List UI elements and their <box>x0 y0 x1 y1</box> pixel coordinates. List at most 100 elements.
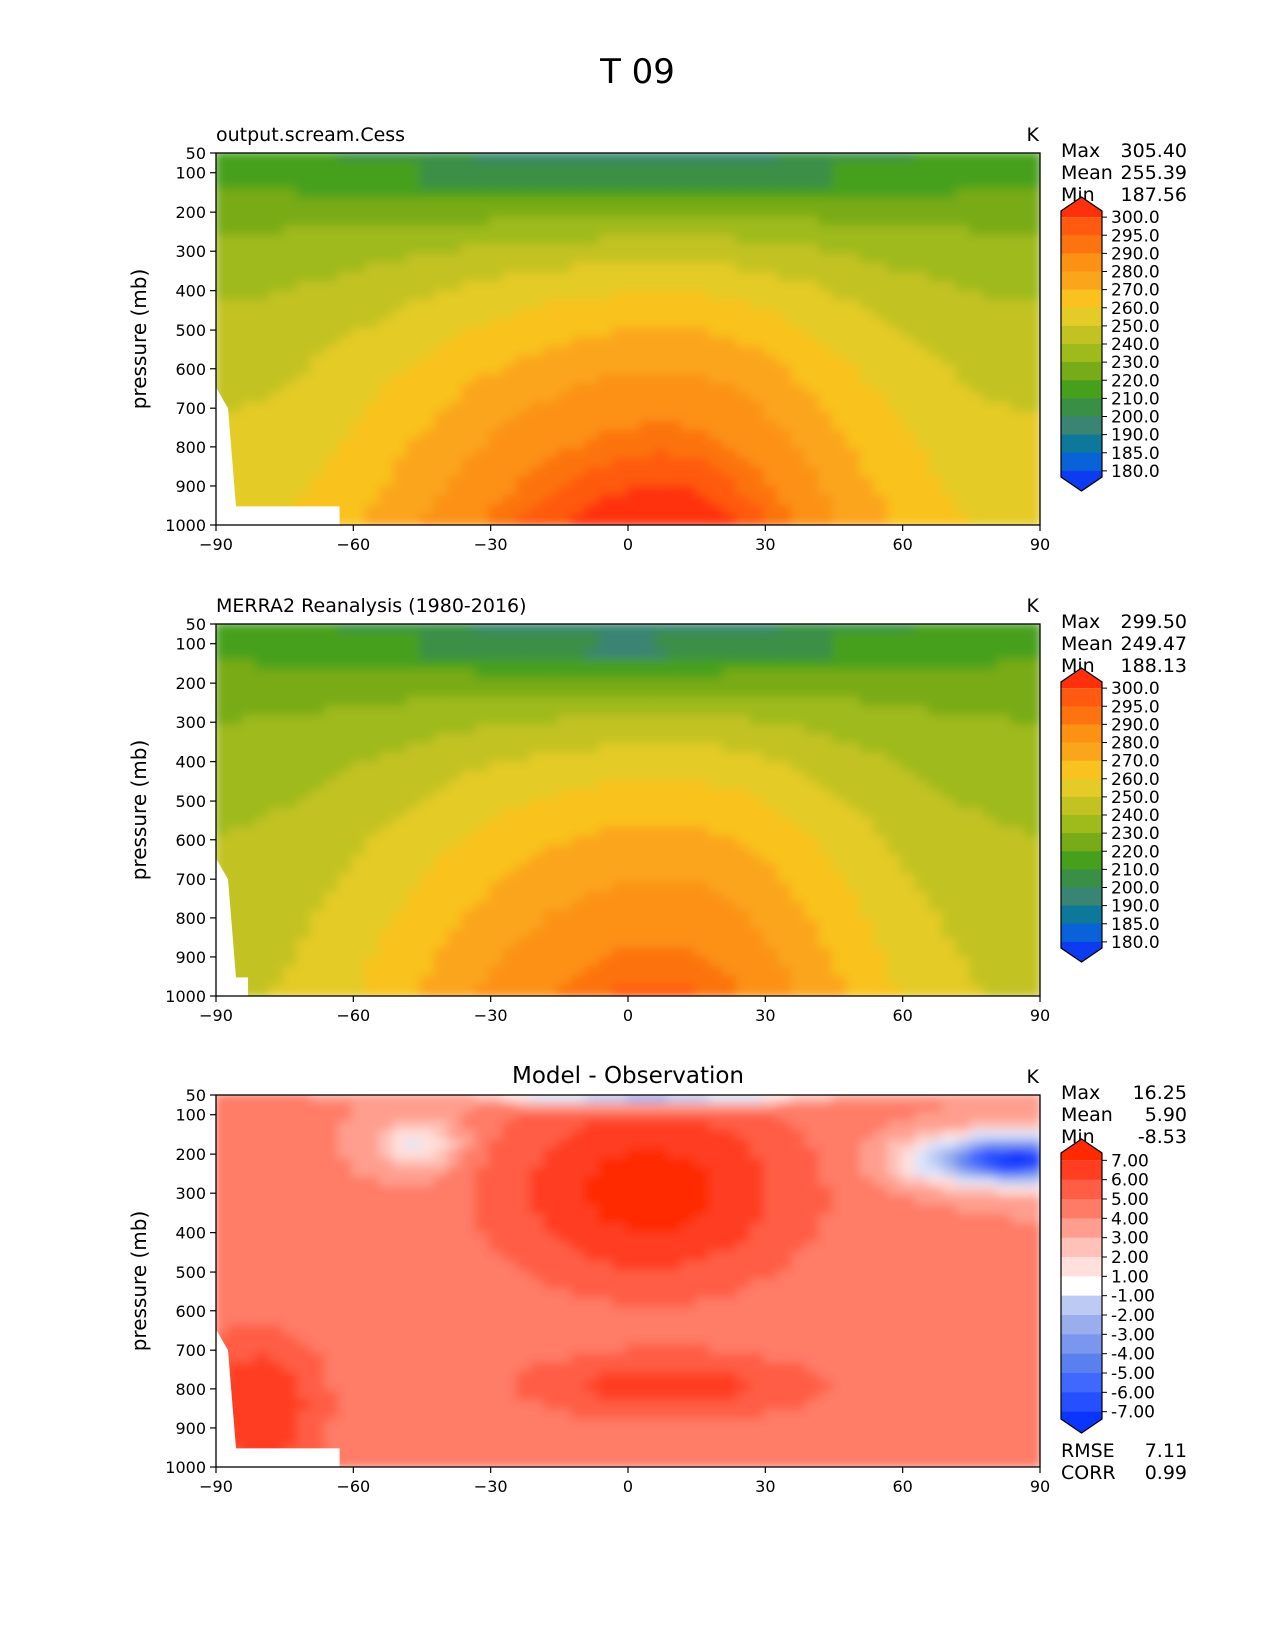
y-tick-label: 500 <box>175 321 206 340</box>
contour-cell <box>557 153 576 165</box>
contour-cell <box>529 513 548 525</box>
y-tick-label: 400 <box>175 282 206 301</box>
contour-cell <box>969 624 988 636</box>
contour-cell <box>777 513 795 525</box>
y-tick-label: 700 <box>175 399 206 418</box>
contour-cell <box>557 984 576 996</box>
contour-cell <box>351 624 370 636</box>
contour-cell <box>653 624 672 636</box>
x-tick-label: 30 <box>755 535 775 554</box>
panel-1: output.scream.Cess K501002003004005006007… <box>127 124 1187 554</box>
contour-cell <box>859 984 878 996</box>
colorbar-cell <box>1061 289 1102 309</box>
colorbar-label: 220.0 <box>1111 842 1160 862</box>
contour-cell <box>447 513 466 525</box>
colorbar-cell <box>1061 452 1102 472</box>
contour-cell <box>969 513 988 525</box>
panel-title: MERRA2 Reanalysis (1980-2016) <box>216 595 527 617</box>
contour-cell <box>529 984 548 996</box>
y-tick-label: 600 <box>175 360 206 379</box>
colorbar-cell <box>1061 887 1102 907</box>
contour-field <box>216 153 1040 525</box>
contour-cell <box>378 153 397 165</box>
contour-cell <box>653 153 672 165</box>
contour-cell <box>708 513 727 525</box>
contour-cell <box>1024 513 1040 525</box>
contour-cell <box>914 984 933 996</box>
stat-value: 249.47 <box>1121 633 1187 655</box>
y-tick-label: 600 <box>175 831 206 850</box>
contour-cell <box>461 984 479 996</box>
contour-cell <box>1024 984 1040 996</box>
contour-cell <box>763 513 782 525</box>
colorbar-label: 290.0 <box>1111 715 1160 735</box>
colorbar-label: 210.0 <box>1111 389 1160 409</box>
contour-cell <box>804 984 823 996</box>
y-axis-label: pressure (mb) <box>127 269 151 410</box>
contour-cell <box>873 624 891 636</box>
contour-cell <box>584 153 603 165</box>
contour-cell <box>983 624 1001 636</box>
contour-cell <box>667 624 685 636</box>
contour-cell <box>337 153 356 165</box>
contour-cell <box>626 984 644 996</box>
contour-cell <box>488 624 507 636</box>
contour-cell <box>845 153 864 165</box>
contour-cell <box>392 513 411 525</box>
contour-cell <box>612 624 630 636</box>
colorbar-cell <box>1061 833 1102 852</box>
colorbar-cell <box>1061 724 1102 743</box>
colorbar-label: 300.0 <box>1111 679 1160 699</box>
colorbar-label: 250.0 <box>1111 788 1160 808</box>
contour-cell <box>598 513 617 525</box>
colorbar-cell <box>1061 470 1102 491</box>
contour-cell <box>626 513 644 525</box>
contour-cell <box>804 513 823 525</box>
topography-mask <box>216 858 249 996</box>
contour-cell <box>241 153 260 165</box>
contour-cell <box>447 153 466 165</box>
contour-cell <box>667 984 685 996</box>
contour-cell <box>832 624 850 636</box>
contour-cell <box>488 984 507 996</box>
contour-cell <box>790 513 809 525</box>
contour-cell <box>818 513 836 525</box>
contour-cell <box>461 153 479 165</box>
contour-cell <box>282 153 301 165</box>
colorbar-label: 200.0 <box>1111 408 1160 428</box>
contour-cell <box>216 624 232 636</box>
contour-cell <box>598 624 617 636</box>
contour-cell <box>543 984 562 996</box>
colorbar-label: 190.0 <box>1111 426 1160 446</box>
y-tick-label: 100 <box>175 164 206 183</box>
units-label: K <box>1027 124 1040 146</box>
contour-cell <box>914 513 933 525</box>
colorbar-label: 185.0 <box>1111 915 1160 935</box>
x-tick-label: 60 <box>892 1006 912 1025</box>
contour-cell <box>406 153 424 165</box>
contour-cell <box>667 153 685 165</box>
contour-cell <box>516 984 534 996</box>
contour-cell <box>1024 624 1040 636</box>
contour-cell <box>1024 153 1040 165</box>
contour-cell <box>790 153 809 165</box>
x-tick-label: 0 <box>623 535 633 554</box>
contour-cell <box>543 513 562 525</box>
contour-cell <box>241 984 260 996</box>
stat-label: Max <box>1061 140 1100 162</box>
contour-cell <box>1010 153 1029 165</box>
contour-cell <box>694 513 713 525</box>
contour-cell <box>749 624 768 636</box>
contour-cell <box>749 153 768 165</box>
colorbar-cell <box>1061 923 1102 943</box>
contour-field <box>216 624 1040 996</box>
contour-cell <box>268 984 287 996</box>
contour-cell <box>612 984 630 996</box>
colorbar-label: 295.0 <box>1111 226 1160 246</box>
colorbar-label: 180.0 <box>1111 933 1160 953</box>
y-tick-label: 50 <box>186 615 206 634</box>
contour-cell <box>694 624 713 636</box>
contour-cell <box>886 984 905 996</box>
contour-cell <box>680 513 699 525</box>
contour-cell <box>832 984 850 996</box>
